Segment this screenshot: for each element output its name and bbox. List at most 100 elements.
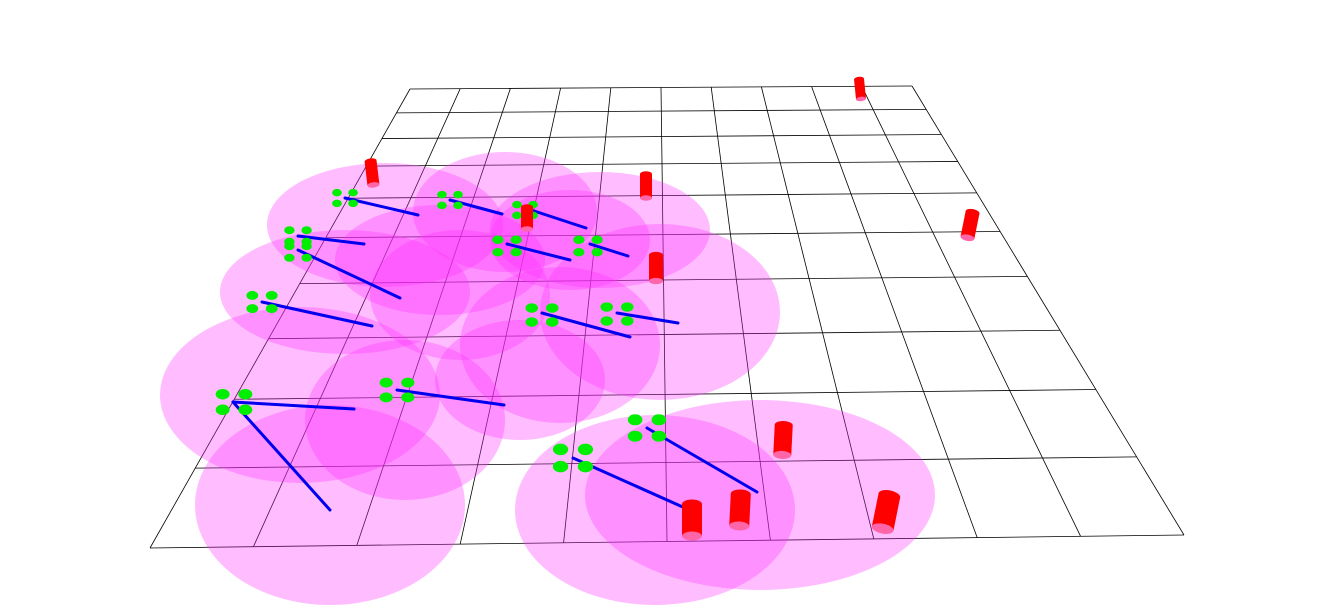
grid-line-column xyxy=(459,88,561,545)
heading-line xyxy=(343,196,420,217)
drone-markers xyxy=(215,188,667,473)
drone-rotor xyxy=(265,304,278,314)
coverage-zone xyxy=(585,400,935,590)
drone xyxy=(284,242,312,262)
drone-rotor xyxy=(627,430,643,442)
obstacle-base xyxy=(729,521,750,531)
obstacle xyxy=(854,76,866,102)
obstacle-top xyxy=(364,158,377,164)
obstacle-base xyxy=(871,523,894,534)
drone-rotor xyxy=(238,388,253,400)
drone-rotor xyxy=(284,242,295,251)
drone-rotor xyxy=(651,430,667,442)
drone-rotor xyxy=(492,235,504,245)
drone-rotor xyxy=(525,303,538,313)
drone-rotor xyxy=(510,235,522,245)
obstacle-top xyxy=(521,204,533,210)
obstacle-base xyxy=(773,450,792,460)
obstacle-base xyxy=(521,226,533,232)
grid-line-column xyxy=(861,86,1081,537)
obstacle-body xyxy=(960,210,980,240)
coverage-zone xyxy=(370,230,550,360)
drone-rotor xyxy=(546,303,559,313)
drone-rotor xyxy=(246,304,259,314)
drone-rotor xyxy=(600,302,613,312)
obstacle-top xyxy=(682,499,702,509)
obstacle-base xyxy=(640,195,652,201)
obstacle-body xyxy=(640,174,652,198)
drone-rotor xyxy=(437,190,447,199)
drone-rotor xyxy=(621,316,634,326)
obstacle-base xyxy=(960,234,975,242)
obstacle-pillars xyxy=(364,76,980,541)
obstacle-top xyxy=(774,420,793,430)
drone-rotor xyxy=(512,211,522,220)
heading-line xyxy=(231,400,332,512)
heading-line xyxy=(523,206,588,230)
obstacle-body xyxy=(729,493,751,527)
heading-line xyxy=(588,242,630,258)
grid-line-column xyxy=(253,88,461,547)
grid-line-column xyxy=(811,86,978,538)
drone-rotor xyxy=(577,460,594,473)
drone-rotor xyxy=(577,443,594,456)
coverage-zones xyxy=(160,152,935,605)
obstacle-body xyxy=(871,493,901,531)
drone xyxy=(492,235,522,257)
obstacle-body xyxy=(649,255,663,281)
drone-rotor xyxy=(453,190,463,199)
obstacle xyxy=(729,489,751,531)
obstacle-base xyxy=(367,182,380,188)
heading-line xyxy=(231,400,356,411)
obstacle-top xyxy=(965,208,980,216)
obstacle-body xyxy=(773,424,793,456)
drone xyxy=(600,302,634,326)
coverage-zone xyxy=(195,405,465,605)
obstacle-top xyxy=(878,490,901,501)
drone-rotor xyxy=(215,388,230,400)
drone-rotor xyxy=(627,414,643,426)
coverage-zone xyxy=(335,205,545,315)
drone-rotor xyxy=(246,290,259,300)
coverage-zone xyxy=(435,320,605,440)
drone-rotor xyxy=(238,404,253,416)
heading-line xyxy=(505,242,572,262)
drone-rotor xyxy=(546,317,559,327)
obstacle xyxy=(960,208,980,242)
obstacle xyxy=(773,420,793,460)
drone-rotor xyxy=(348,199,358,208)
obstacle xyxy=(364,158,380,188)
drone-rotor xyxy=(332,199,342,208)
drone-rotor xyxy=(379,377,393,388)
drone-rotor xyxy=(332,188,342,197)
drone-rotor xyxy=(301,226,312,235)
obstacle-base xyxy=(856,96,866,102)
grid-line-column xyxy=(356,88,511,546)
obstacle-body xyxy=(854,78,866,100)
drone xyxy=(525,303,559,327)
obstacle xyxy=(682,499,702,541)
drone xyxy=(215,388,253,416)
grid-line-column xyxy=(761,86,875,539)
grid-line-column xyxy=(911,85,1185,536)
drone-rotor xyxy=(401,392,415,403)
obstacle xyxy=(640,171,652,201)
drone-rotor xyxy=(512,200,522,209)
drone-rotor xyxy=(621,302,634,312)
drone-rotor xyxy=(573,247,585,257)
grid-line-column xyxy=(710,87,771,541)
grid-line-column xyxy=(660,87,668,542)
heading-line xyxy=(395,388,506,407)
obstacle-base xyxy=(649,277,663,285)
drone xyxy=(246,290,278,314)
drone xyxy=(379,377,415,403)
coverage-zone xyxy=(540,224,780,400)
drone-rotor xyxy=(552,460,569,473)
drone-rotor xyxy=(651,414,667,426)
drone-rotor xyxy=(573,235,585,245)
drone-rotor xyxy=(492,247,504,257)
drone-rotor xyxy=(301,253,312,262)
obstacle-top xyxy=(854,76,864,82)
